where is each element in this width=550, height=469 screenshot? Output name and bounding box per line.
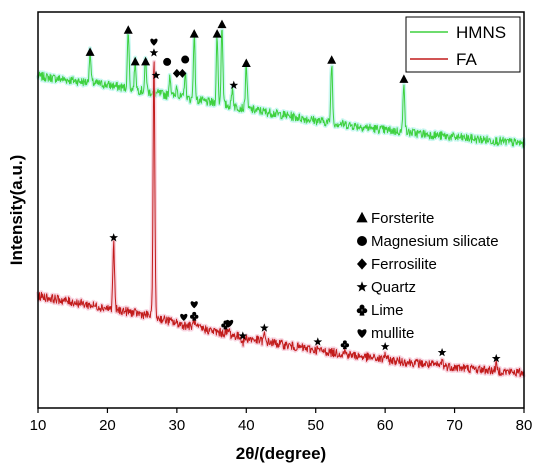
star-marker — [149, 48, 159, 57]
series-layer — [36, 28, 526, 379]
x-tick-label: 80 — [516, 417, 533, 434]
star-marker — [437, 347, 447, 357]
star-marker — [313, 337, 323, 346]
x-axis-title: 2θ/(degree) — [236, 444, 326, 463]
triangle-marker — [189, 29, 199, 38]
diamond-marker — [172, 68, 181, 78]
key-label-lime: Lime — [371, 302, 404, 319]
heart-marker — [180, 313, 188, 321]
triangle-marker — [212, 29, 222, 38]
triangle-marker — [130, 56, 140, 66]
key-label-mullite: mullite — [371, 325, 414, 342]
triangle-marker — [356, 211, 368, 223]
key-row-ferrosilite: Ferrosilite — [357, 256, 437, 273]
key-label-magnesium-silicate: Magnesium silicate — [371, 233, 499, 250]
legend-label-hmns: HMNS — [456, 23, 506, 42]
x-tick-label: 20 — [99, 417, 116, 434]
triangle-marker — [141, 56, 151, 66]
key-row-mullite: mullite — [357, 325, 414, 342]
heart-marker — [190, 301, 198, 309]
legend-label-fa: FA — [456, 50, 477, 69]
key-label-ferrosilite: Ferrosilite — [371, 256, 437, 273]
x-tick-label: 30 — [169, 417, 186, 434]
phase-key: Forsterite Magnesium silicate Ferrosilit… — [356, 210, 499, 342]
star-marker — [238, 331, 248, 340]
series-halo-fa — [36, 59, 526, 379]
legend: HMNS FA — [405, 16, 521, 73]
circle-marker — [357, 236, 367, 246]
diamond-marker — [178, 68, 187, 78]
star-marker — [259, 323, 269, 332]
key-label-forsterite: Forsterite — [371, 210, 434, 227]
circle-marker — [181, 55, 190, 64]
triangle-marker — [85, 47, 95, 56]
club-marker — [190, 311, 199, 321]
x-tick-label: 70 — [446, 417, 463, 434]
series-line-hmns — [37, 29, 525, 148]
star-marker — [356, 281, 368, 292]
key-row-magnesium-silicate: Magnesium silicate — [357, 233, 499, 250]
series-line-fa — [37, 61, 525, 378]
star-marker — [151, 70, 161, 80]
x-tick-label: 50 — [307, 417, 324, 434]
x-tick-label: 60 — [377, 417, 394, 434]
triangle-marker — [327, 55, 337, 64]
legend-box — [405, 16, 521, 73]
triangle-marker — [217, 19, 227, 29]
star-marker — [380, 342, 390, 351]
heart-marker — [150, 38, 158, 46]
key-row-forsterite: Forsterite — [356, 210, 434, 227]
key-label-quartz: Quartz — [371, 279, 416, 296]
triangle-marker — [123, 25, 133, 34]
diamond-marker — [357, 258, 367, 270]
heart-marker — [357, 329, 367, 338]
plot-frame — [37, 11, 525, 409]
x-tick-label: 40 — [238, 417, 255, 434]
club-marker — [356, 304, 368, 316]
x-axis-ticks: 10 20 30 40 50 60 70 80 — [30, 408, 533, 434]
triangle-marker — [241, 58, 251, 67]
peak-annotations — [85, 19, 501, 363]
y-axis-title: Intensity(a.u.) — [7, 155, 26, 266]
club-marker — [340, 340, 350, 350]
x-tick-label: 10 — [30, 417, 47, 434]
key-row-quartz: Quartz — [356, 279, 416, 296]
circle-marker — [163, 57, 172, 66]
star-marker — [491, 353, 501, 363]
key-row-lime: Lime — [356, 302, 404, 319]
star-marker — [109, 233, 119, 242]
star-marker — [229, 80, 239, 89]
triangle-marker — [399, 74, 409, 83]
heart-marker — [226, 319, 234, 327]
